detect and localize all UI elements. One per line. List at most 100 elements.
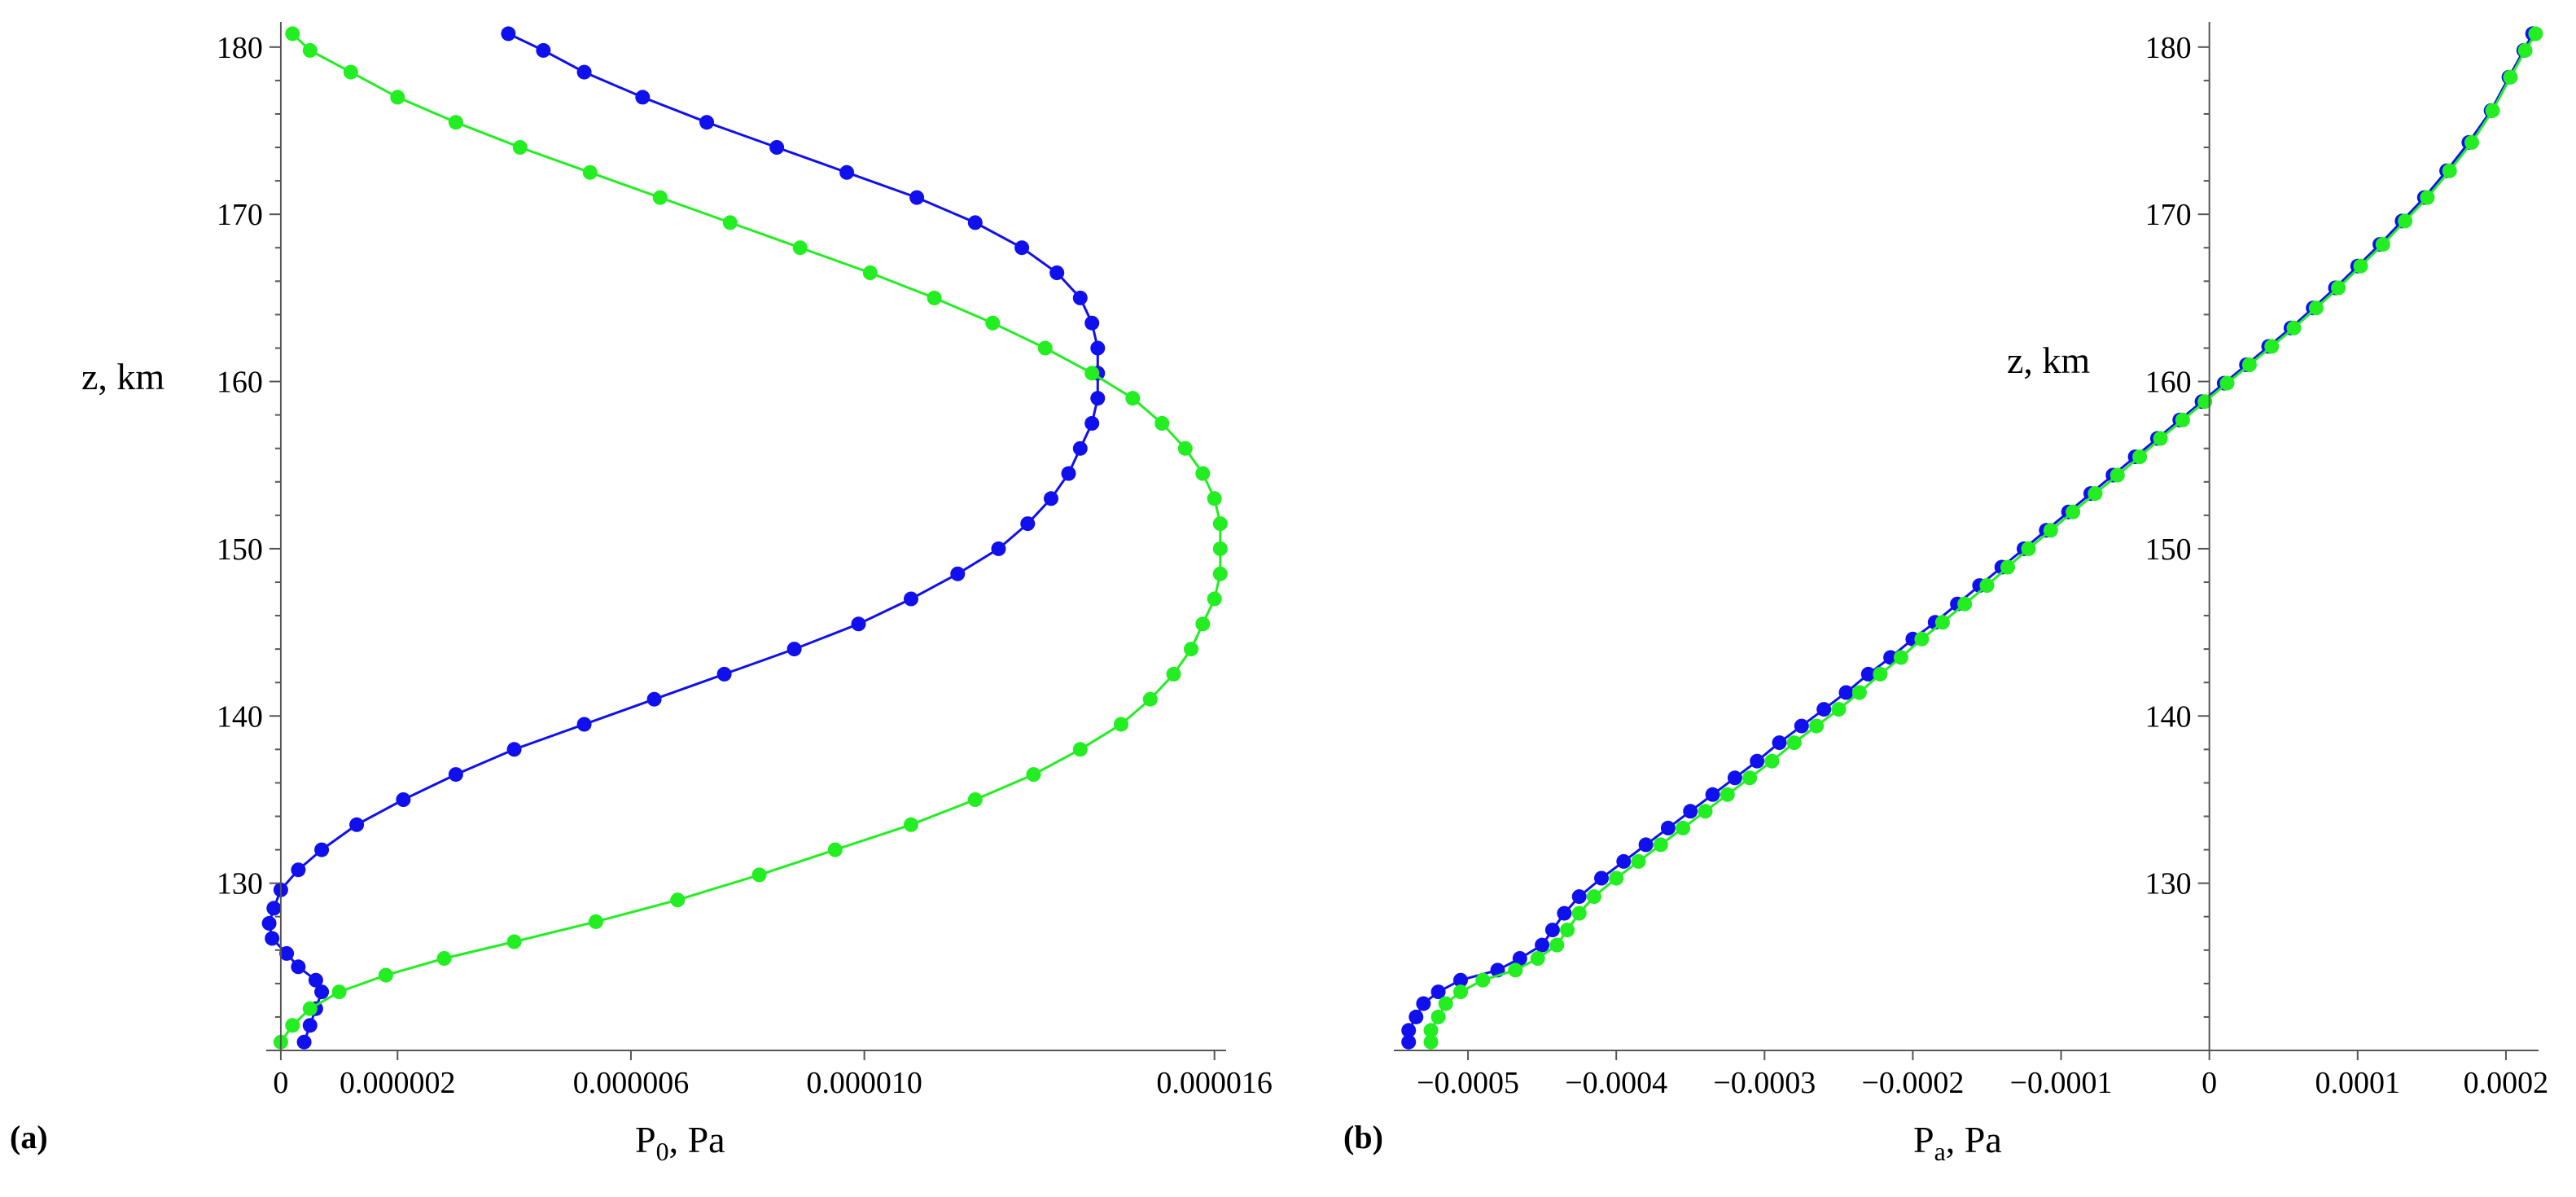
panel-a-series-1-point: [302, 1018, 318, 1033]
panel-a-series-1-point: [291, 862, 306, 878]
panel-a-series-1-point: [261, 915, 277, 931]
panel-b-series-2-point: [2353, 258, 2368, 274]
panel-a-series-1-point: [291, 959, 306, 975]
panel-b-series-2-point: [2442, 163, 2457, 178]
panel-a-series-2-point: [792, 240, 808, 256]
panel-a-y-tick-label: 160: [217, 366, 263, 400]
panel-b-y-axis-title: z, km: [2007, 340, 2090, 381]
panel-b-series-2-point: [1631, 853, 1646, 869]
panel-b-series-2-point: [1560, 923, 1575, 938]
panel-b-y-tick-label: 160: [2145, 366, 2192, 400]
panel-a-series-2-point: [588, 914, 603, 929]
panel-b-series-2-point: [1423, 1023, 1439, 1038]
panel-b-series-1-point: [1705, 787, 1720, 802]
panel-b-series-2-point: [2175, 412, 2190, 428]
panel-b-series-2-point: [2109, 467, 2125, 483]
panel-b-series-1-point: [1408, 1009, 1424, 1024]
panel-b-series-2-point: [1914, 631, 1930, 647]
panel-a-series-2-point: [512, 140, 528, 155]
panel-a-series-2-point: [302, 42, 318, 58]
panel-b-series-2-point: [2517, 42, 2533, 58]
panel-b-series-1-point: [1416, 996, 1431, 1011]
panel-a-y-tick-label: 140: [217, 699, 263, 734]
panel-a-series-1-point: [296, 1034, 312, 1050]
panel-a-series-2-point: [582, 164, 598, 180]
panel-a-series-2-point: [967, 792, 983, 807]
panel-b-x-axis-title: Pa, Pa: [1913, 1119, 2002, 1166]
panel-b-x-tick-label: 0.0001: [2315, 1066, 2401, 1100]
panel-b-series-1-point: [1883, 650, 1899, 665]
panel-b-series-2-point: [2485, 103, 2500, 118]
panel-b-series-2-point: [1571, 905, 1587, 921]
panel-a-x-tick-label: 0: [273, 1066, 288, 1100]
panel-b-series-2-point: [2503, 69, 2518, 85]
panel-b-series-1-point: [1401, 1023, 1417, 1038]
panel-b-series-2-point: [1453, 984, 1468, 1000]
panel-b-series-2-point: [2000, 559, 2015, 575]
panel-a-series-1-point: [1044, 491, 1058, 506]
panel-b-series-1-point: [1794, 718, 1809, 734]
panel-a-series-2-point: [1212, 541, 1228, 556]
panel-b-series-1-point: [1860, 666, 1876, 682]
panel-a-series-2-point: [1195, 616, 1211, 632]
panel-b-series-2-point: [1423, 1034, 1439, 1050]
panel-a-series-1-point: [536, 42, 551, 58]
panel-b-series-2-point: [2241, 357, 2257, 372]
panel-b-series-2-point: [1508, 962, 1523, 978]
panel-b-series-1-point: [1772, 735, 1787, 751]
panel-a-x-axis-title-tail: , Pa: [669, 1119, 725, 1160]
panel-b-series-2-point: [1720, 787, 1735, 802]
panel-b-series-2-point: [1438, 996, 1453, 1011]
panel-a-series-1-point: [909, 190, 925, 205]
panel-a-y-tick-label: 170: [217, 198, 263, 232]
panel-a-series-1-point: [967, 215, 983, 230]
panel-b-x-axis-title-subscript: a: [1934, 1137, 1946, 1166]
panel-a-series-2-point: [390, 90, 405, 105]
panel-b-series-2-point: [1653, 837, 1668, 853]
panel-b-series-2-point: [1979, 578, 1995, 594]
panel-a-series-2-point: [827, 842, 843, 857]
panel-b-series-2-point: [2066, 504, 2081, 520]
panel-a-series-1-point: [506, 742, 522, 757]
panel-b-series-1-point: [1683, 804, 1698, 819]
panel-b-series-2-point: [1530, 951, 1545, 966]
panel-a-series-1-point: [279, 945, 295, 961]
panel-b-series-2-point: [2398, 213, 2413, 229]
panel-b-y-tick-label: 130: [2145, 867, 2192, 901]
panel-a-series-2-point: [904, 817, 918, 832]
panel-a-series-1-point: [699, 115, 715, 130]
panel-b-series-2-point: [2088, 486, 2103, 502]
panel-b-series-2-point: [1609, 870, 1624, 886]
panel-b-series-2-point: [1676, 820, 1691, 835]
panel-b: −0.0005 −0.0004 −0.0003 −0.0002 −0.0001 0 0.00…: [1343, 22, 2548, 1166]
panel-a-series-1-point: [1084, 315, 1100, 331]
panel-a-series-2-point: [1114, 717, 1128, 732]
panel-a-series-1-line: [268, 33, 1099, 1043]
panel-b-series-2-point: [2420, 190, 2435, 205]
panel-a-x-axis-title-main: P: [635, 1119, 656, 1160]
panel-b-series-2-point: [2043, 523, 2058, 538]
panel-a-series-2-point: [652, 190, 668, 205]
panel-a-series-2-point: [1212, 566, 1228, 581]
panel-b-series-1-point: [1401, 1034, 1417, 1050]
panel-b-series-1-point: [1594, 870, 1609, 886]
panel-a-series-2-point: [343, 64, 358, 80]
panel-a-series-1-point: [851, 616, 866, 632]
panel-a-series-2-point: [1184, 642, 1198, 657]
panel-b-series-1-point: [1838, 685, 1854, 700]
panel-a-series-1-point: [266, 901, 282, 916]
panel-a-series-2-point: [1207, 591, 1222, 607]
panel-a-series-2-point: [1084, 366, 1100, 381]
panel-a-series-2-point: [1166, 666, 1181, 682]
panel-b-series-2-point: [2132, 449, 2148, 464]
panel-b-series-2-point: [1831, 702, 1847, 717]
panel-b-series-2-point: [2286, 320, 2302, 335]
panel-a-series-1-point: [576, 717, 592, 732]
panel-a-series-1-point: [635, 90, 651, 105]
panel-a-series-1-point: [448, 767, 463, 783]
panel-b-x-tick-label: −0.0005: [1417, 1066, 1519, 1100]
panel-a-series-1-point: [501, 26, 516, 42]
panel-a-series-2-point: [1037, 340, 1053, 356]
panel-b-y-tick-label: 170: [2145, 198, 2192, 232]
panel-b-series-1-point: [1544, 923, 1560, 938]
